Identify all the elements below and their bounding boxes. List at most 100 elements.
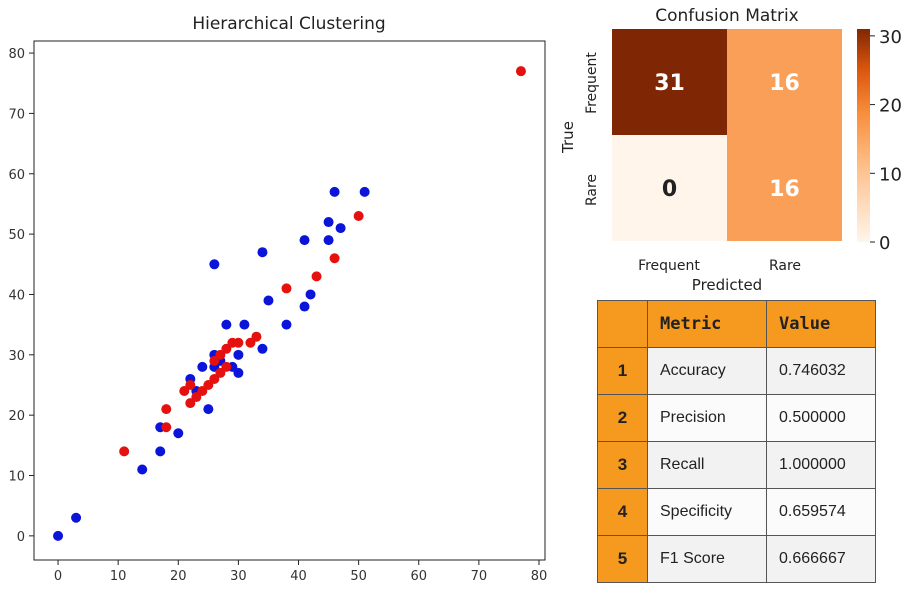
cm-cell-value: 31	[654, 71, 685, 96]
cm-cell-value: 0	[662, 177, 677, 202]
scatter-point-red	[281, 283, 292, 294]
row-value: 0.500000	[766, 394, 876, 442]
scatter-point-blue	[299, 235, 310, 246]
cm-cell	[612, 29, 727, 135]
scatter-point-blue	[323, 217, 334, 228]
scatter-point-blue	[221, 319, 232, 330]
header-index	[597, 300, 648, 348]
scatter-y-axis: 0 10 20 30 40 50 60 70 80	[8, 47, 34, 545]
table-row: 1 Accuracy 0.746032	[597, 347, 876, 395]
x-tick-label: 80	[531, 569, 548, 584]
y-tick-label: 20	[8, 409, 25, 424]
y-tick-label: 60	[8, 168, 25, 183]
scatter-point-red	[515, 66, 526, 77]
scatter-point-blue	[155, 446, 166, 457]
scatter-plot-area	[33, 40, 546, 561]
row-value: 1.000000	[766, 441, 876, 489]
scatter-point-red	[161, 422, 172, 433]
cm-cell-value: 16	[769, 71, 800, 96]
row-value: 0.666667	[766, 535, 876, 583]
x-tick-label: 30	[230, 569, 247, 584]
y-tick-label: 80	[8, 47, 25, 62]
colorbar-tick-label: 10	[879, 164, 902, 185]
y-tick-label: 40	[8, 288, 25, 303]
scatter-point-red	[353, 211, 364, 222]
table-row: 2 Precision 0.500000	[597, 394, 876, 442]
cm-x-axis-title: Predicted	[692, 276, 762, 294]
cm-y-label-frequent: Frequent	[584, 52, 600, 114]
scatter-points	[53, 66, 526, 541]
colorbar-ticks: 0 10 20 30	[870, 27, 902, 254]
scatter-point-blue	[239, 319, 250, 330]
scatter-point-blue	[263, 295, 274, 306]
x-tick-label: 70	[471, 569, 488, 584]
y-tick-label: 0	[17, 530, 25, 545]
row-metric: Precision	[647, 394, 767, 442]
cm-cell-value: 16	[769, 177, 800, 202]
y-tick-label: 70	[8, 107, 25, 122]
scatter-point-blue	[53, 530, 64, 541]
row-metric: F1 Score	[647, 535, 767, 583]
table-row: 4 Specificity 0.659574	[597, 488, 876, 536]
x-tick-label: 0	[54, 569, 62, 584]
x-tick-label: 60	[410, 569, 427, 584]
scatter-point-blue	[281, 319, 292, 330]
scatter-point-blue	[71, 512, 82, 523]
scatter-point-blue	[305, 289, 316, 300]
y-tick-label: 10	[8, 470, 25, 485]
y-tick-label: 50	[8, 228, 25, 243]
scatter-title: Hierarchical Clustering	[192, 14, 385, 34]
row-metric: Specificity	[647, 488, 767, 536]
table-row: 3 Recall 1.000000	[597, 441, 876, 489]
scatter-x-axis: 0 10 20 30 40 50 60 70 80	[54, 560, 547, 584]
cm-x-label-frequent: Frequent	[638, 258, 700, 274]
scatter-point-red	[329, 253, 340, 264]
scatter-point-blue	[329, 186, 340, 197]
row-metric: Recall	[647, 441, 767, 489]
scatter-point-red	[233, 337, 244, 348]
scatter-point-red	[311, 271, 322, 282]
scatter-point-blue	[233, 349, 244, 360]
row-value: 0.746032	[766, 347, 876, 395]
scatter-point-blue	[359, 186, 370, 197]
cm-cell	[727, 29, 842, 135]
scatter-point-blue	[335, 223, 346, 234]
cm-y-axis-title: True	[559, 121, 577, 154]
confusion-matrix-title: Confusion Matrix	[655, 6, 799, 26]
scatter-point-red	[221, 361, 232, 372]
scatter-point-red	[251, 331, 262, 342]
colorbar-tick-label: 30	[879, 27, 902, 48]
colorbar-tick-label: 0	[879, 233, 890, 254]
x-tick-label: 20	[170, 569, 187, 584]
x-tick-label: 10	[110, 569, 127, 584]
row-index: 1	[597, 347, 648, 395]
row-metric: Accuracy	[647, 347, 767, 395]
row-index: 4	[597, 488, 648, 536]
row-index: 5	[597, 535, 648, 583]
scatter-point-red	[185, 379, 196, 390]
colorbar	[857, 29, 870, 242]
x-tick-label: 40	[290, 569, 307, 584]
scatter-point-blue	[203, 404, 214, 415]
colorbar-tick-label: 20	[879, 96, 902, 117]
row-value: 0.659574	[766, 488, 876, 536]
cm-cell	[727, 135, 842, 241]
row-index: 2	[597, 394, 648, 442]
scatter-point-red	[161, 404, 172, 415]
scatter-point-blue	[323, 235, 334, 246]
confusion-matrix-chart: Confusion Matrix 31 16 0 16 Frequent Rare P…	[559, 6, 902, 294]
scatter-chart: Hierarchical Clustering 0 10 20 30 40 50 60 70 8…	[8, 14, 547, 584]
scatter-point-red	[119, 446, 130, 457]
y-tick-label: 30	[8, 349, 25, 364]
header-metric: Metric	[647, 300, 767, 348]
table-row: 5 F1 Score 0.666667	[597, 535, 876, 583]
metrics-table: Metric Value 1 Accuracy 0.746032 2 Preci…	[597, 300, 876, 583]
scatter-point-blue	[209, 259, 220, 270]
scatter-point-blue	[173, 428, 184, 439]
row-index: 3	[597, 441, 648, 489]
cm-cell	[612, 135, 727, 241]
header-value: Value	[766, 300, 876, 348]
scatter-point-blue	[257, 247, 268, 258]
scatter-point-blue	[137, 464, 148, 475]
table-header-row: Metric Value	[597, 300, 876, 348]
